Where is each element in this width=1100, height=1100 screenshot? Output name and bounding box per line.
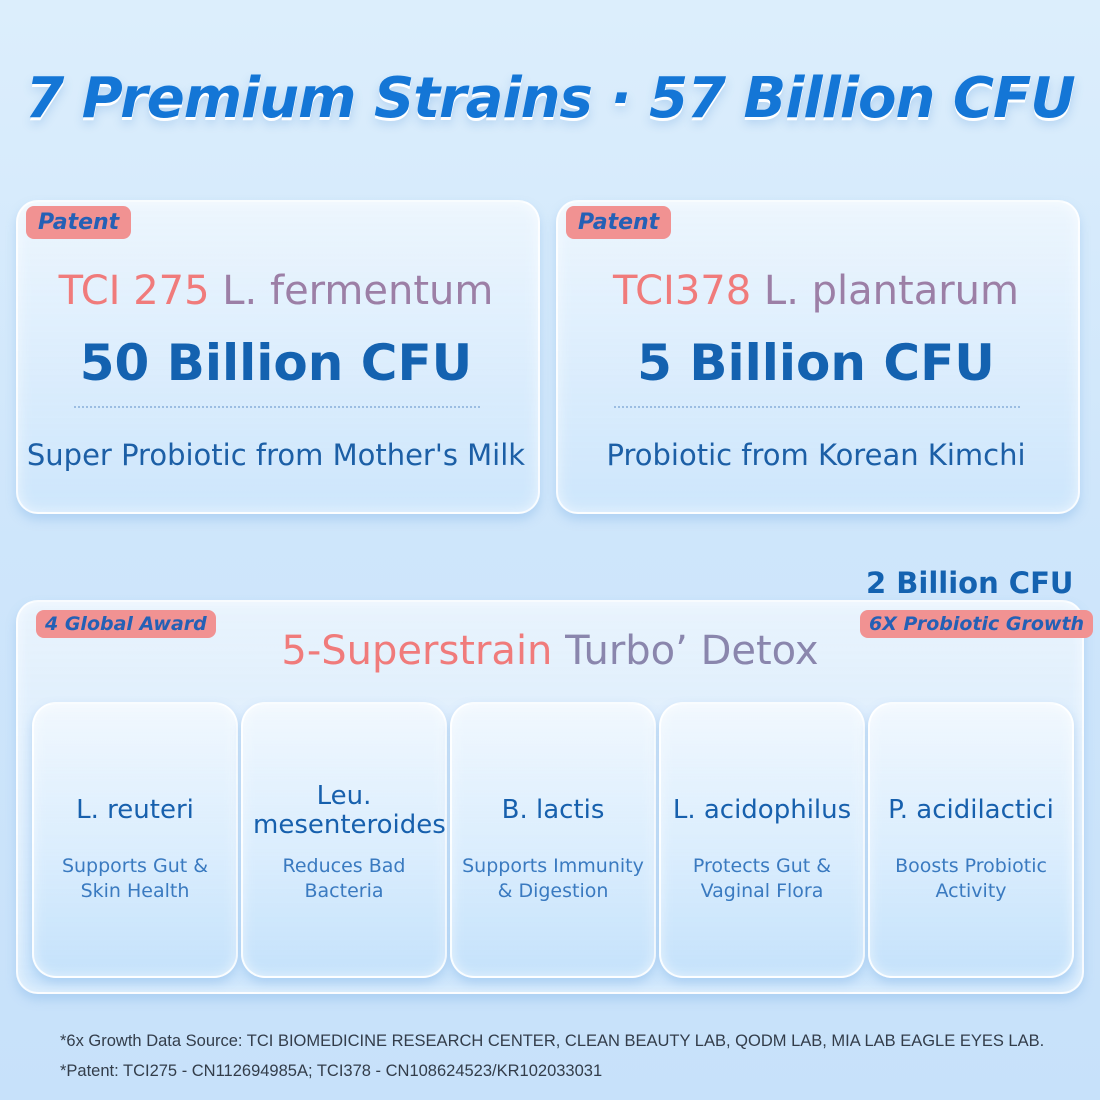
blend-title-part1: 5-Superstrain — [281, 628, 553, 674]
patent-badge: Patent — [26, 206, 132, 239]
mini-strain-desc: Supports Gut & Skin Health — [61, 855, 209, 902]
mini-card-b-lactis: B. lactis Supports Immunity & Digestion — [450, 702, 656, 978]
footnote-growth-source: *6x Growth Data Source: TCI BIOMEDICINE … — [60, 1032, 1045, 1050]
blend-cfu: 2 Billion CFU — [866, 566, 1074, 600]
strain-card-tci378 — [556, 200, 1080, 514]
strain-name: TCI378 L. plantarum — [556, 268, 1076, 314]
mini-card-leu-mesenteroides: Leu. mesenteroides Reduces Bad Bacteria — [241, 702, 447, 978]
mini-strain-name: P. acidilactici — [888, 795, 1054, 825]
strain-species: L. fermentum — [222, 268, 494, 314]
patent-badge: Patent — [566, 206, 672, 239]
mini-strain-name: B. lactis — [501, 795, 605, 825]
mini-strain-name: Leu. mesenteroides — [253, 781, 446, 840]
footnote-patent: *Patent: TCI275 - CN112694985A; TCI378 -… — [60, 1062, 603, 1080]
mini-strain-desc: Reduces Bad Bacteria — [282, 855, 406, 902]
mini-card-l-reuteri: L. reuteri Supports Gut & Skin Health — [32, 702, 238, 978]
blend-title-part2: Turbo’ Detox — [565, 628, 819, 674]
award-badge: 4 Global Award — [36, 610, 216, 638]
blend-title: 5-Superstrain Turbo’ Detox — [0, 628, 1100, 674]
cfu-value: 5 Billion CFU — [637, 334, 995, 392]
mini-strain-name: L. acidophilus — [672, 795, 852, 825]
card-divider — [614, 406, 1020, 408]
strain-code: TCI378 — [613, 268, 752, 314]
strain-name: TCI 275 L. fermentum — [16, 268, 536, 314]
mini-card-p-acidilactici: P. acidilactici Boosts Probiotic Activit… — [868, 702, 1074, 978]
mini-card-l-acidophilus: L. acidophilus Protects Gut & Vaginal Fl… — [659, 702, 865, 978]
mini-strain-name: L. reuteri — [76, 795, 194, 825]
card-divider — [74, 406, 480, 408]
strain-card-tci275 — [16, 200, 540, 514]
mini-strain-desc: Protects Gut & Vaginal Flora — [692, 855, 832, 902]
headline: 7 Premium Strains · 57 Billion CFU — [25, 66, 1075, 131]
growth-badge: 6X Probiotic Growth — [860, 610, 1094, 638]
strain-description: Super Probiotic from Mother's Milk — [26, 438, 526, 472]
strain-species: L. plantarum — [763, 268, 1019, 314]
strain-description: Probiotic from Korean Kimchi — [606, 438, 1026, 472]
mini-strain-desc: Supports Immunity & Digestion — [462, 855, 644, 902]
strain-code: TCI 275 — [58, 268, 210, 314]
cfu-value: 50 Billion CFU — [79, 334, 473, 392]
mini-strain-desc: Boosts Probiotic Activity — [895, 855, 1047, 902]
